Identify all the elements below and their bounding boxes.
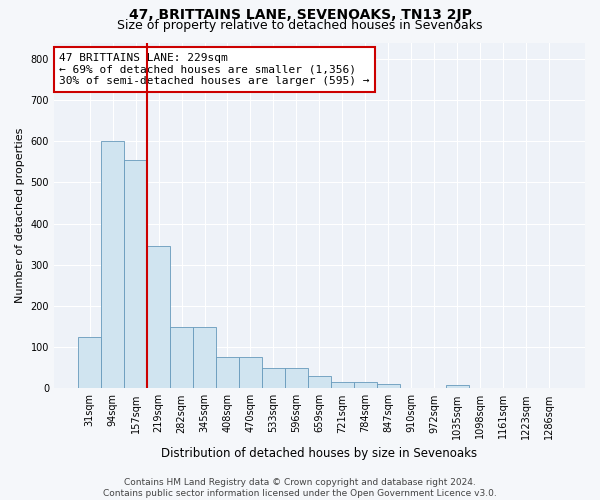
Text: Contains HM Land Registry data © Crown copyright and database right 2024.
Contai: Contains HM Land Registry data © Crown c… (103, 478, 497, 498)
Bar (331, 382, 354, 388)
Bar (308, 376, 331, 388)
Bar (446, 385, 469, 388)
Bar (193, 328, 216, 388)
Bar (147, 246, 170, 388)
Bar (170, 328, 193, 388)
Bar (285, 368, 308, 388)
Text: Size of property relative to detached houses in Sevenoaks: Size of property relative to detached ho… (117, 19, 483, 32)
Bar (354, 382, 377, 388)
Text: 47, BRITTAINS LANE, SEVENOAKS, TN13 2JP: 47, BRITTAINS LANE, SEVENOAKS, TN13 2JP (128, 8, 472, 22)
Bar (239, 358, 262, 388)
X-axis label: Distribution of detached houses by size in Sevenoaks: Distribution of detached houses by size … (161, 447, 478, 460)
Bar (216, 358, 239, 388)
Y-axis label: Number of detached properties: Number of detached properties (15, 128, 25, 303)
Bar (101, 142, 124, 388)
Text: 47 BRITTAINS LANE: 229sqm
← 69% of detached houses are smaller (1,356)
30% of se: 47 BRITTAINS LANE: 229sqm ← 69% of detac… (59, 53, 370, 86)
Bar (262, 368, 285, 388)
Bar (124, 160, 147, 388)
Bar (377, 384, 400, 388)
Bar (78, 337, 101, 388)
